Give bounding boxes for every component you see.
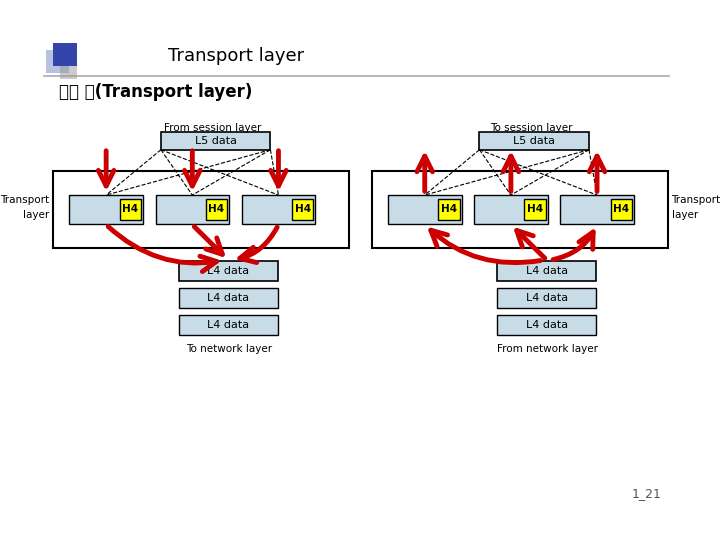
Text: Transport: Transport: [1, 195, 50, 205]
Bar: [179, 315, 278, 335]
Bar: [438, 199, 460, 220]
Bar: [498, 315, 596, 335]
Bar: [292, 199, 313, 220]
Bar: [60, 63, 76, 79]
Text: L4 data: L4 data: [526, 320, 568, 330]
Text: L5 data: L5 data: [513, 136, 555, 146]
Text: Transport: Transport: [672, 195, 720, 205]
Bar: [179, 288, 278, 308]
Text: Transport layer: Transport layer: [168, 48, 305, 65]
Bar: [53, 171, 349, 247]
Bar: [611, 199, 632, 220]
Bar: [498, 288, 596, 308]
Bar: [242, 195, 315, 224]
Text: 1_21: 1_21: [631, 487, 662, 500]
Bar: [388, 195, 462, 224]
Bar: [179, 261, 278, 281]
Bar: [46, 50, 69, 73]
Text: To network layer: To network layer: [186, 344, 272, 354]
Text: L4 data: L4 data: [207, 293, 249, 303]
Bar: [524, 199, 546, 220]
Bar: [474, 195, 548, 224]
Bar: [156, 195, 229, 224]
Text: From network layer: From network layer: [498, 344, 598, 354]
Text: H4: H4: [122, 205, 138, 214]
Text: layer: layer: [672, 210, 698, 220]
Text: L4 data: L4 data: [207, 320, 249, 330]
Bar: [372, 171, 668, 247]
Text: layer: layer: [23, 210, 50, 220]
Bar: [206, 199, 228, 220]
Bar: [161, 132, 271, 150]
Text: L4 data: L4 data: [526, 293, 568, 303]
Bar: [560, 195, 634, 224]
Bar: [53, 43, 76, 66]
Bar: [69, 195, 143, 224]
Bar: [120, 199, 141, 220]
Text: 전송 층(Transport layer): 전송 층(Transport layer): [58, 83, 252, 102]
Text: H4: H4: [294, 205, 311, 214]
Bar: [498, 261, 596, 281]
Text: L4 data: L4 data: [207, 266, 249, 276]
Text: L4 data: L4 data: [526, 266, 568, 276]
Text: L5 data: L5 data: [194, 136, 237, 146]
Text: From session layer: From session layer: [164, 123, 261, 133]
Text: H4: H4: [441, 205, 457, 214]
Text: H4: H4: [527, 205, 543, 214]
Text: To session layer: To session layer: [490, 123, 573, 133]
Text: H4: H4: [209, 205, 225, 214]
Bar: [480, 132, 589, 150]
Text: H4: H4: [613, 205, 629, 214]
